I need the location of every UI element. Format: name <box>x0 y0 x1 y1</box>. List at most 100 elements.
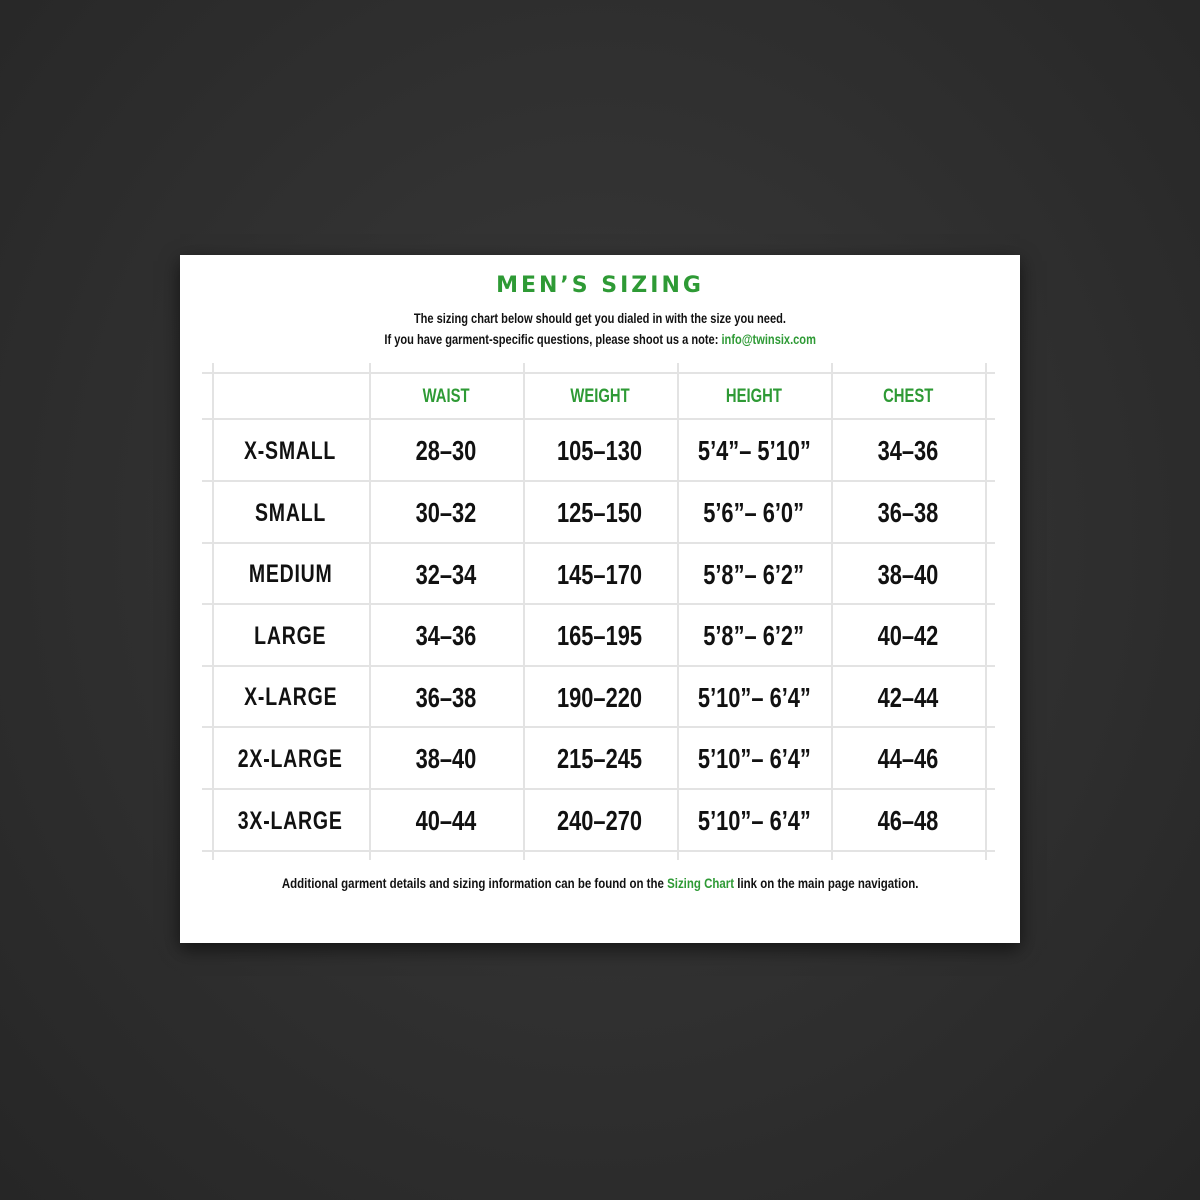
height-cell-text: 5’6”– 6’0” <box>703 497 805 528</box>
size-label-text: 2X-LARGE <box>238 744 343 773</box>
chest-cell-text: 44–46 <box>877 743 939 774</box>
size-label-text: X-LARGE <box>243 683 338 711</box>
height-cell: 5’6”– 6’0” <box>677 482 831 544</box>
size-label-text: LARGE <box>254 621 327 650</box>
weight-cell-text: 125–150 <box>557 497 643 528</box>
height-cell: 5’10”– 6’4” <box>677 667 831 728</box>
chest-cell-text: 36–38 <box>877 497 939 528</box>
height-cell: 5’10”– 6’4” <box>677 728 831 790</box>
column-header-weight: WEIGHT <box>523 374 677 420</box>
weight-cell: 190–220 <box>523 667 677 728</box>
size-label: X-LARGE <box>212 667 369 728</box>
intro-line-2: If you have garment-specific questions, … <box>384 332 816 347</box>
intro-line-1: The sizing chart below should get you di… <box>413 311 787 326</box>
chest-cell-text: 40–42 <box>877 620 939 651</box>
size-label: SMALL <box>212 482 369 544</box>
size-label-text: MEDIUM <box>248 560 333 588</box>
chest-cell-text: 34–36 <box>877 435 939 466</box>
weight-cell: 145–170 <box>523 544 677 605</box>
footer-note: Additional garment details and sizing in… <box>281 875 919 891</box>
weight-cell: 215–245 <box>523 728 677 790</box>
size-label: LARGE <box>212 605 369 667</box>
grid-line <box>202 372 995 374</box>
column-header-height-text: HEIGHT <box>726 386 782 407</box>
grid-line <box>202 480 995 482</box>
chest-cell: 38–40 <box>831 544 985 605</box>
column-header-waist: WAIST <box>369 374 523 420</box>
chest-cell-text: 38–40 <box>877 558 939 590</box>
weight-cell-text: 240–270 <box>557 805 643 836</box>
chest-cell: 42–44 <box>831 667 985 728</box>
weight-cell: 240–270 <box>523 790 677 852</box>
waist-cell: 38–40 <box>369 728 523 790</box>
sizing-chart-link[interactable]: Sizing Chart <box>666 875 734 891</box>
grid-line <box>369 363 371 860</box>
waist-cell-text: 40–44 <box>415 805 477 836</box>
waist-cell-text: 38–40 <box>415 743 477 774</box>
sizing-card: MEN’S SIZING The sizing chart below shou… <box>180 255 1020 943</box>
size-label-text: 3X-LARGE <box>238 806 343 835</box>
waist-cell: 28–30 <box>369 420 523 482</box>
size-label: 2X-LARGE <box>212 728 369 790</box>
height-cell-text: 5’8”– 6’2” <box>703 620 805 651</box>
grid-line <box>523 363 525 860</box>
grid-line <box>202 418 995 420</box>
weight-cell-text: 105–130 <box>557 435 643 466</box>
column-header-height: HEIGHT <box>677 374 831 420</box>
waist-cell: 36–38 <box>369 667 523 728</box>
height-cell: 5’8”– 6’2” <box>677 605 831 667</box>
waist-cell-text: 30–32 <box>415 497 477 528</box>
chest-cell-text: 46–48 <box>877 805 939 836</box>
waist-cell: 30–32 <box>369 482 523 544</box>
waist-cell: 34–36 <box>369 605 523 667</box>
chest-cell: 44–46 <box>831 728 985 790</box>
height-cell-text: 5’10”– 6’4” <box>697 681 811 713</box>
weight-cell: 105–130 <box>523 420 677 482</box>
email-link[interactable]: info@twinsix.com <box>721 332 816 347</box>
column-header-waist-text: WAIST <box>422 386 470 407</box>
waist-cell-text: 32–34 <box>415 558 477 590</box>
grid-line <box>202 726 995 728</box>
chest-cell: 40–42 <box>831 605 985 667</box>
height-cell: 5’10”– 6’4” <box>677 790 831 852</box>
grid-line <box>677 363 679 860</box>
height-cell: 5’8”– 6’2” <box>677 544 831 605</box>
chest-cell: 46–48 <box>831 790 985 852</box>
column-header-weight-text: WEIGHT <box>570 386 630 407</box>
waist-cell-text: 28–30 <box>415 435 477 466</box>
height-cell-text: 5’10”– 6’4” <box>697 805 811 836</box>
weight-cell-text: 165–195 <box>557 620 643 651</box>
height-cell-text: 5’4”– 5’10” <box>697 435 811 466</box>
weight-cell-text: 145–170 <box>557 558 643 590</box>
column-header-chest-text: CHEST <box>882 386 934 407</box>
grid-line <box>202 603 995 605</box>
grid-line <box>985 363 987 860</box>
weight-cell-text: 190–220 <box>557 681 643 713</box>
grid-line <box>202 788 995 790</box>
grid-line <box>202 850 995 852</box>
grid-line <box>212 363 214 860</box>
height-cell-text: 5’8”– 6’2” <box>703 558 805 590</box>
height-cell-text: 5’10”– 6’4” <box>697 743 811 774</box>
size-label: MEDIUM <box>212 544 369 605</box>
waist-cell: 32–34 <box>369 544 523 605</box>
page-title: MEN’S SIZING <box>496 273 704 298</box>
waist-cell-text: 34–36 <box>415 620 477 651</box>
grid-line <box>202 542 995 544</box>
chest-cell: 36–38 <box>831 482 985 544</box>
grid-line <box>202 665 995 667</box>
size-label-text: SMALL <box>254 498 327 527</box>
weight-cell: 165–195 <box>523 605 677 667</box>
weight-cell-text: 215–245 <box>557 743 643 774</box>
waist-cell: 40–44 <box>369 790 523 852</box>
column-header-chest: CHEST <box>831 374 985 420</box>
chest-cell: 34–36 <box>831 420 985 482</box>
size-label: 3X-LARGE <box>212 790 369 852</box>
height-cell: 5’4”– 5’10” <box>677 420 831 482</box>
waist-cell-text: 36–38 <box>415 681 477 713</box>
size-label: X-SMALL <box>212 420 369 482</box>
grid-line <box>831 363 833 860</box>
chest-cell-text: 42–44 <box>877 681 939 713</box>
weight-cell: 125–150 <box>523 482 677 544</box>
size-label-text: X-SMALL <box>244 436 337 465</box>
